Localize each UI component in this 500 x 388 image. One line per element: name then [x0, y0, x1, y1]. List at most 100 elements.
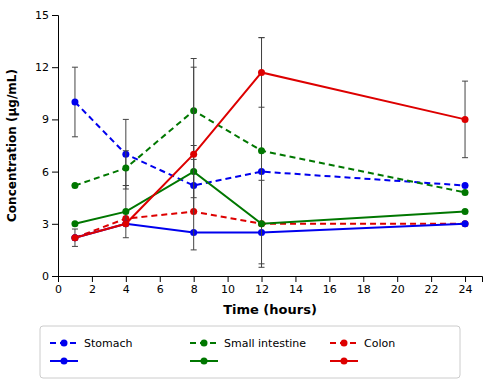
point	[71, 234, 78, 241]
tick-label: 14	[289, 283, 303, 296]
error-bar	[72, 67, 78, 137]
tick-mark	[228, 276, 229, 282]
series	[71, 146, 468, 268]
point	[122, 165, 129, 172]
point	[462, 220, 469, 227]
point	[462, 116, 469, 123]
y-axis: 0 3 6 9 12 15	[35, 9, 59, 283]
tick-label: 4	[123, 283, 130, 296]
tick-label: 12	[35, 61, 49, 74]
error-bar	[259, 38, 265, 108]
point	[71, 234, 78, 241]
tick: 9	[42, 113, 58, 126]
axis-line	[59, 277, 483, 283]
point	[122, 220, 129, 227]
tick-mark	[160, 276, 161, 282]
error-bar	[259, 180, 265, 267]
tick: 6	[42, 166, 58, 179]
tick-label: 18	[357, 283, 371, 296]
tick-mark	[465, 276, 466, 282]
line	[75, 111, 465, 193]
legend-marker	[61, 358, 68, 365]
point	[71, 99, 78, 106]
legend-entry: Stomach	[50, 337, 133, 350]
tick-label: 6	[157, 283, 164, 296]
tick-label: 0	[42, 270, 49, 283]
tick-mark	[262, 276, 263, 282]
tick-label: 2	[89, 283, 96, 296]
point	[258, 147, 265, 154]
tick-label: 15	[35, 9, 49, 22]
point	[258, 220, 265, 227]
tick-label: 24	[459, 283, 473, 296]
x-axis: 024681012141618202224	[55, 276, 483, 296]
series	[71, 67, 468, 211]
chart: 02468101214161820222403691215Time (hours…	[0, 0, 500, 388]
legend-entry	[190, 358, 218, 365]
legend-label: Small intestine	[224, 337, 306, 350]
point	[462, 182, 469, 189]
error-bar	[123, 186, 129, 238]
legend-entry: Small intestine	[190, 337, 306, 350]
error-bar	[123, 119, 129, 189]
line	[75, 224, 465, 238]
tick: 12	[35, 61, 58, 74]
tick-mark	[92, 276, 93, 282]
point	[122, 220, 129, 227]
tick-mark	[194, 276, 195, 282]
tick-mark	[397, 276, 398, 282]
tick-mark	[52, 119, 58, 120]
legend-entry: Colon	[330, 337, 395, 350]
y-axis-title: Concentration (µg/mL)	[5, 69, 19, 222]
tick-mark	[329, 276, 330, 282]
error-bar	[72, 229, 78, 246]
tick-label: 9	[42, 113, 49, 126]
tick: 22	[425, 276, 439, 296]
tick-label: 12	[255, 283, 269, 296]
legend-label: Colon	[364, 337, 395, 350]
axis-line	[52, 16, 59, 277]
tick: 20	[391, 276, 405, 296]
tick: 18	[357, 276, 371, 296]
point	[122, 208, 129, 215]
legend-marker	[201, 340, 208, 347]
tick: 16	[323, 276, 337, 296]
marks	[71, 38, 468, 268]
tick-mark	[126, 276, 127, 282]
legend-marker	[201, 358, 208, 365]
point	[71, 220, 78, 227]
tick-mark	[363, 276, 364, 282]
legend-entry	[330, 358, 358, 365]
series	[71, 38, 468, 264]
tick-mark	[52, 67, 58, 68]
tick-mark	[295, 276, 296, 282]
tick: 12	[255, 276, 269, 296]
tick-mark	[52, 172, 58, 173]
tick-label: 3	[42, 218, 49, 231]
legend-marker	[341, 358, 348, 365]
legend-marker	[341, 340, 348, 347]
tick-mark	[52, 276, 58, 277]
tick: 2	[89, 276, 96, 296]
tick: 14	[289, 276, 303, 296]
error-bar	[123, 151, 129, 186]
tick-label: 8	[191, 283, 198, 296]
error-bar	[191, 59, 197, 250]
tick: 3	[42, 218, 58, 231]
tick-label: 0	[55, 283, 62, 296]
point	[190, 151, 197, 158]
legend: Stomach Small intestine Colon	[40, 326, 460, 378]
plot: 02468101214161820222403691215	[35, 9, 483, 296]
series	[71, 38, 468, 250]
point	[71, 234, 78, 241]
tick-label: 22	[425, 283, 439, 296]
tick-mark	[431, 276, 432, 282]
point	[258, 220, 265, 227]
tick-label: 6	[42, 166, 49, 179]
tick-label: 20	[391, 283, 405, 296]
x-axis-title: Time (hours)	[223, 302, 317, 317]
point	[71, 182, 78, 189]
legend-frame	[40, 326, 460, 378]
tick-label: 10	[221, 283, 235, 296]
point	[462, 208, 469, 215]
